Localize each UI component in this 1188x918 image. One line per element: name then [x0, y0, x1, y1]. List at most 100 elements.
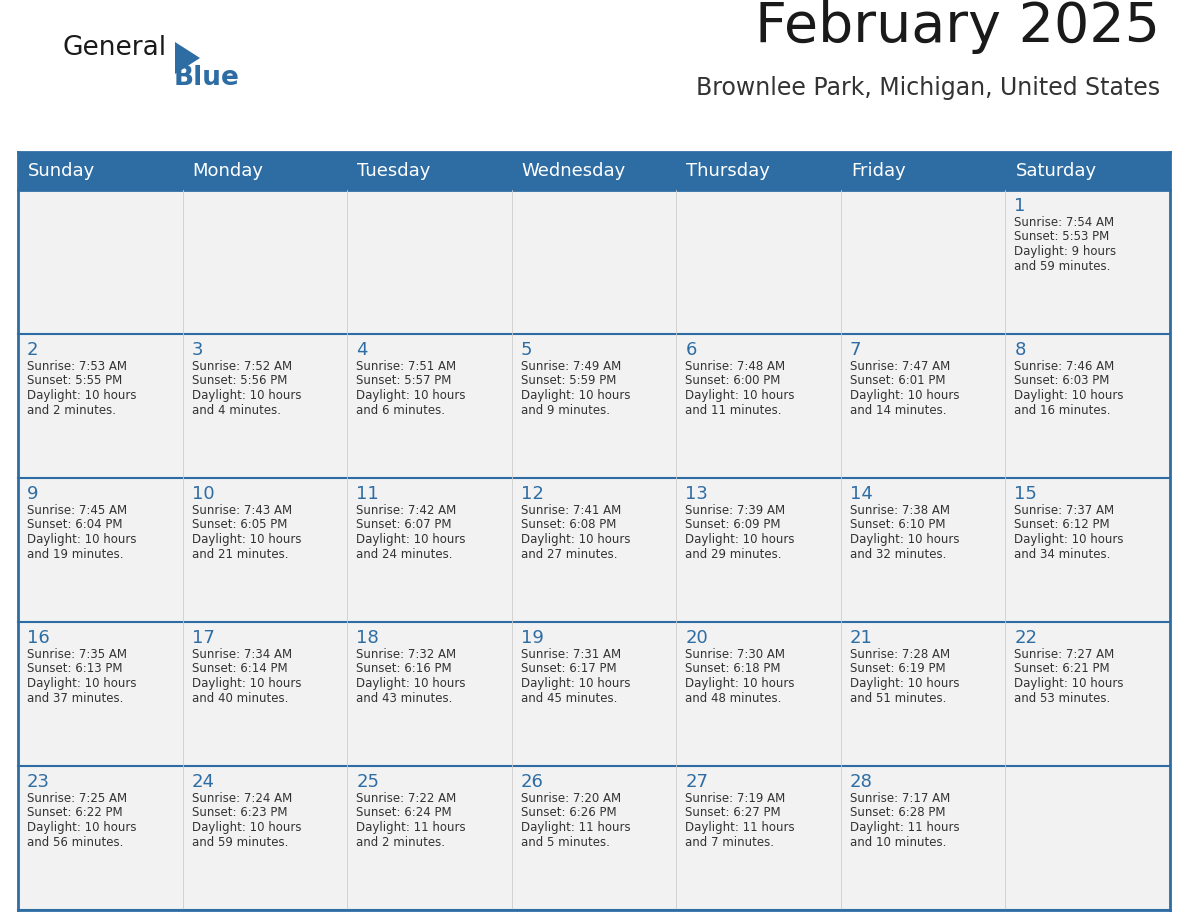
Text: Sunset: 6:26 PM: Sunset: 6:26 PM	[520, 807, 617, 820]
Text: Daylight: 9 hours: Daylight: 9 hours	[1015, 245, 1117, 258]
Text: and 27 minutes.: and 27 minutes.	[520, 547, 618, 561]
Text: Thursday: Thursday	[687, 162, 770, 180]
Text: Sunset: 6:22 PM: Sunset: 6:22 PM	[27, 807, 122, 820]
Text: 9: 9	[27, 485, 38, 503]
Bar	[18, 190, 1170, 910]
Text: General: General	[62, 35, 166, 61]
Text: Sunrise: 7:37 AM: Sunrise: 7:37 AM	[1015, 504, 1114, 517]
Text: Sunset: 5:56 PM: Sunset: 5:56 PM	[191, 375, 287, 387]
Text: Monday: Monday	[192, 162, 264, 180]
Text: Sunrise: 7:46 AM: Sunrise: 7:46 AM	[1015, 360, 1114, 373]
Text: Daylight: 11 hours: Daylight: 11 hours	[356, 821, 466, 834]
Text: Daylight: 11 hours: Daylight: 11 hours	[685, 821, 795, 834]
Text: Sunset: 6:07 PM: Sunset: 6:07 PM	[356, 519, 451, 532]
Text: Sunrise: 7:17 AM: Sunrise: 7:17 AM	[849, 792, 950, 805]
Text: Friday: Friday	[851, 162, 905, 180]
Text: Sunrise: 7:32 AM: Sunrise: 7:32 AM	[356, 648, 456, 661]
Text: Daylight: 10 hours: Daylight: 10 hours	[27, 533, 137, 546]
Text: and 45 minutes.: and 45 minutes.	[520, 691, 617, 704]
Text: 12: 12	[520, 485, 544, 503]
Text: 24: 24	[191, 773, 215, 791]
Text: Sunset: 5:59 PM: Sunset: 5:59 PM	[520, 375, 617, 387]
Text: Sunrise: 7:38 AM: Sunrise: 7:38 AM	[849, 504, 950, 517]
Text: 19: 19	[520, 629, 544, 647]
Text: Daylight: 10 hours: Daylight: 10 hours	[1015, 677, 1124, 690]
Text: Sunrise: 7:51 AM: Sunrise: 7:51 AM	[356, 360, 456, 373]
Text: Daylight: 10 hours: Daylight: 10 hours	[27, 389, 137, 402]
Text: Sunrise: 7:22 AM: Sunrise: 7:22 AM	[356, 792, 456, 805]
Text: Daylight: 10 hours: Daylight: 10 hours	[849, 389, 960, 402]
Text: Daylight: 10 hours: Daylight: 10 hours	[191, 389, 301, 402]
Text: Daylight: 10 hours: Daylight: 10 hours	[685, 677, 795, 690]
Text: Daylight: 10 hours: Daylight: 10 hours	[356, 389, 466, 402]
Text: 15: 15	[1015, 485, 1037, 503]
Text: and 2 minutes.: and 2 minutes.	[356, 835, 446, 848]
Text: Blue: Blue	[173, 65, 240, 91]
Text: and 48 minutes.: and 48 minutes.	[685, 691, 782, 704]
Text: Daylight: 10 hours: Daylight: 10 hours	[520, 389, 630, 402]
Text: Sunset: 6:00 PM: Sunset: 6:00 PM	[685, 375, 781, 387]
Text: Saturday: Saturday	[1016, 162, 1097, 180]
Text: 6: 6	[685, 341, 696, 359]
Text: and 4 minutes.: and 4 minutes.	[191, 404, 280, 417]
Text: Sunset: 5:55 PM: Sunset: 5:55 PM	[27, 375, 122, 387]
Text: and 59 minutes.: and 59 minutes.	[1015, 260, 1111, 273]
Text: Sunset: 6:17 PM: Sunset: 6:17 PM	[520, 663, 617, 676]
Text: Sunset: 5:57 PM: Sunset: 5:57 PM	[356, 375, 451, 387]
Text: and 21 minutes.: and 21 minutes.	[191, 547, 287, 561]
Text: Daylight: 10 hours: Daylight: 10 hours	[356, 533, 466, 546]
Text: Sunrise: 7:54 AM: Sunrise: 7:54 AM	[1015, 216, 1114, 229]
Text: 2: 2	[27, 341, 38, 359]
Text: Wednesday: Wednesday	[522, 162, 626, 180]
Text: Sunset: 6:28 PM: Sunset: 6:28 PM	[849, 807, 946, 820]
Text: Daylight: 11 hours: Daylight: 11 hours	[520, 821, 631, 834]
Text: 23: 23	[27, 773, 50, 791]
Text: 27: 27	[685, 773, 708, 791]
Text: Sunrise: 7:45 AM: Sunrise: 7:45 AM	[27, 504, 127, 517]
Text: Sunrise: 7:52 AM: Sunrise: 7:52 AM	[191, 360, 292, 373]
Text: and 14 minutes.: and 14 minutes.	[849, 404, 947, 417]
Text: and 10 minutes.: and 10 minutes.	[849, 835, 946, 848]
Text: and 40 minutes.: and 40 minutes.	[191, 691, 287, 704]
Text: Sunrise: 7:43 AM: Sunrise: 7:43 AM	[191, 504, 292, 517]
Text: and 16 minutes.: and 16 minutes.	[1015, 404, 1111, 417]
Text: Sunset: 6:09 PM: Sunset: 6:09 PM	[685, 519, 781, 532]
Text: and 34 minutes.: and 34 minutes.	[1015, 547, 1111, 561]
Text: 28: 28	[849, 773, 873, 791]
Text: Sunrise: 7:42 AM: Sunrise: 7:42 AM	[356, 504, 456, 517]
Text: Sunrise: 7:24 AM: Sunrise: 7:24 AM	[191, 792, 292, 805]
Text: Daylight: 10 hours: Daylight: 10 hours	[849, 677, 960, 690]
Text: February 2025: February 2025	[756, 0, 1159, 54]
Text: and 7 minutes.: and 7 minutes.	[685, 835, 775, 848]
Text: Sunset: 6:12 PM: Sunset: 6:12 PM	[1015, 519, 1110, 532]
Text: Daylight: 10 hours: Daylight: 10 hours	[520, 677, 630, 690]
Text: Sunset: 6:14 PM: Sunset: 6:14 PM	[191, 663, 287, 676]
Text: and 53 minutes.: and 53 minutes.	[1015, 691, 1111, 704]
Text: Sunset: 6:10 PM: Sunset: 6:10 PM	[849, 519, 946, 532]
Text: Daylight: 10 hours: Daylight: 10 hours	[27, 821, 137, 834]
Text: 11: 11	[356, 485, 379, 503]
Text: Sunset: 6:23 PM: Sunset: 6:23 PM	[191, 807, 287, 820]
Text: Sunrise: 7:48 AM: Sunrise: 7:48 AM	[685, 360, 785, 373]
Text: and 9 minutes.: and 9 minutes.	[520, 404, 609, 417]
Text: Sunrise: 7:47 AM: Sunrise: 7:47 AM	[849, 360, 950, 373]
Text: Daylight: 10 hours: Daylight: 10 hours	[685, 389, 795, 402]
Text: 17: 17	[191, 629, 215, 647]
Text: 25: 25	[356, 773, 379, 791]
Text: Sunset: 6:27 PM: Sunset: 6:27 PM	[685, 807, 781, 820]
Text: Sunset: 6:05 PM: Sunset: 6:05 PM	[191, 519, 287, 532]
Text: Daylight: 10 hours: Daylight: 10 hours	[191, 533, 301, 546]
Text: Daylight: 10 hours: Daylight: 10 hours	[849, 533, 960, 546]
Text: 10: 10	[191, 485, 214, 503]
Text: Sunrise: 7:28 AM: Sunrise: 7:28 AM	[849, 648, 950, 661]
Text: Tuesday: Tuesday	[358, 162, 430, 180]
Text: Sunday: Sunday	[29, 162, 95, 180]
Text: and 43 minutes.: and 43 minutes.	[356, 691, 453, 704]
Text: 14: 14	[849, 485, 873, 503]
Text: Sunrise: 7:27 AM: Sunrise: 7:27 AM	[1015, 648, 1114, 661]
Text: and 2 minutes.: and 2 minutes.	[27, 404, 116, 417]
Text: 16: 16	[27, 629, 50, 647]
Text: Sunset: 6:19 PM: Sunset: 6:19 PM	[849, 663, 946, 676]
Text: 22: 22	[1015, 629, 1037, 647]
Text: Daylight: 10 hours: Daylight: 10 hours	[356, 677, 466, 690]
